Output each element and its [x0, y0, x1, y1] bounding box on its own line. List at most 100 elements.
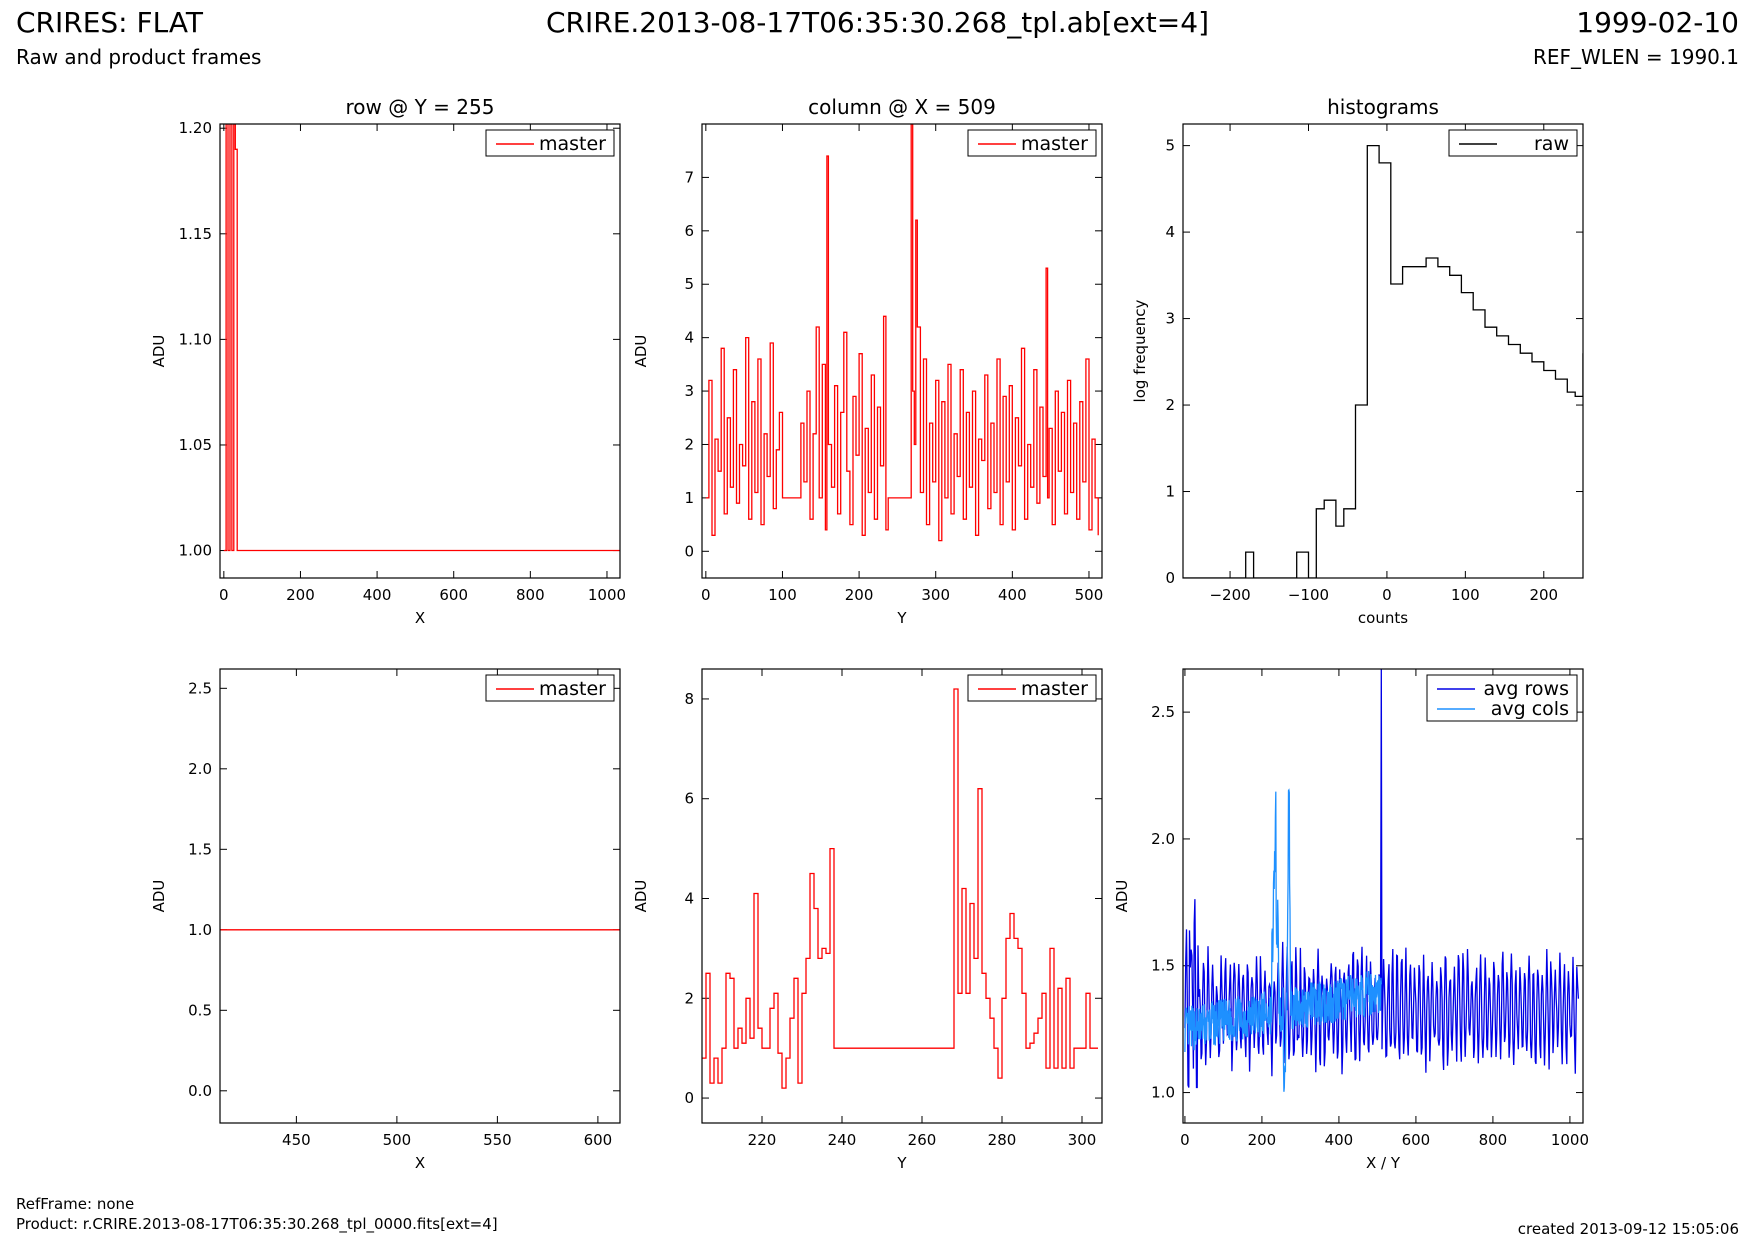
- y-tick-label: 0: [1165, 569, 1175, 587]
- series-line-master: [705, 124, 1099, 542]
- x-axis-label: Y: [896, 609, 907, 627]
- x-axis-label: Y: [896, 1154, 907, 1172]
- y-tick-label: 0.5: [188, 1001, 212, 1019]
- x-tick-label: 300: [1068, 1131, 1097, 1149]
- file-name: CRIRE.2013-08-17T06:35:30.268_tpl.ab[ext…: [545, 6, 1209, 39]
- x-tick-label: 1000: [1551, 1131, 1589, 1149]
- series-line-raw: [1183, 144, 1583, 578]
- ref-wavelength: REF_WLEN = 1990.1: [1532, 45, 1739, 69]
- x-tick-label: 550: [483, 1131, 512, 1149]
- plot-frame: [219, 668, 621, 1124]
- series-line-avg-cols: [1184, 788, 1383, 1092]
- y-tick-label: 1.5: [188, 840, 212, 858]
- x-tick-label: 400: [998, 586, 1027, 604]
- x-tick-label: 600: [584, 1131, 613, 1149]
- chart-title: histograms: [1327, 95, 1439, 119]
- x-axis-label: X: [415, 609, 425, 627]
- y-tick-label: 1: [684, 489, 694, 507]
- y-tick-label: 5: [1165, 137, 1175, 155]
- legend: master: [967, 674, 1097, 702]
- x-tick-label: 200: [1529, 586, 1558, 604]
- y-tick-label: 2.5: [1151, 703, 1175, 721]
- chart-avg: 0 200 400 600 800 1000 1.0 1.5 2.0 2.5 X / Y ADU avg…: [1113, 668, 1589, 1172]
- legend: master: [485, 129, 615, 157]
- y-tick-label: 0.0: [188, 1082, 212, 1100]
- product-label: Product: r.CRIRE.2013-08-17T06:35:30.268…: [16, 1215, 498, 1233]
- x-tick-label: 240: [828, 1131, 857, 1149]
- chart-row-full: row @ Y = 255 0 200 400 600 800 1000 1.00 1.05 1.…: [150, 95, 626, 627]
- legend-entry: avg rows: [1484, 678, 1569, 700]
- y-tick-label: 7: [684, 168, 694, 186]
- y-tick-label: 1.20: [179, 119, 212, 137]
- y-tick-label: 4: [684, 329, 694, 347]
- refframe-label: RefFrame: none: [16, 1195, 135, 1213]
- y-tick-label: 5: [684, 275, 694, 293]
- y-tick-label: 1: [1165, 483, 1175, 501]
- plot-frame: [701, 668, 1103, 1124]
- x-tick-label: 800: [1479, 1131, 1508, 1149]
- y-tick-label: 1.15: [179, 225, 212, 243]
- y-tick-label: 0: [684, 542, 694, 560]
- x-tick-label: 100: [1451, 586, 1480, 604]
- x-tick-label: 0: [1382, 586, 1392, 604]
- legend-entry: avg cols: [1491, 698, 1569, 720]
- x-tick-label: 400: [1325, 1131, 1354, 1149]
- y-tick-label: 0: [684, 1089, 694, 1107]
- x-tick-label: 0: [701, 586, 711, 604]
- y-tick-label: 6: [684, 222, 694, 240]
- page-subtitle: Raw and product frames: [16, 45, 262, 69]
- y-tick-label: 6: [684, 790, 694, 808]
- y-tick-label: 2.0: [188, 760, 212, 778]
- x-axis-label: X: [415, 1154, 425, 1172]
- x-tick-label: −100: [1288, 586, 1329, 604]
- chart-row-zoom: 450 500 550 600 0.0 0.5 1.0 1.5 2.0 2.5 X ADU master: [150, 668, 621, 1172]
- x-tick-label: 220: [748, 1131, 777, 1149]
- x-tick-label: 280: [988, 1131, 1017, 1149]
- y-tick-label: 3: [684, 382, 694, 400]
- x-tick-label: 600: [1402, 1131, 1431, 1149]
- y-tick-label: 2.0: [1151, 830, 1175, 848]
- series-line-master: [702, 688, 1098, 1089]
- series-line-master: [223, 124, 620, 552]
- chart-title: row @ Y = 255: [346, 95, 495, 119]
- y-tick-label: 1.00: [179, 542, 212, 560]
- y-tick-label: 2: [684, 989, 694, 1007]
- y-tick-label: 1.05: [179, 436, 212, 454]
- x-axis-label: X / Y: [1366, 1154, 1401, 1172]
- y-tick-label: 4: [1165, 223, 1175, 241]
- x-tick-label: 500: [1075, 586, 1104, 604]
- y-axis-label: log frequency: [1131, 299, 1149, 402]
- y-axis-label: ADU: [1113, 880, 1131, 913]
- x-tick-label: 600: [439, 586, 468, 604]
- plot-frame: [1182, 123, 1584, 579]
- chart-hist: histograms −200 −100 0 100 200 0 1 2 3 4 5 counts log…: [1131, 95, 1584, 627]
- x-axis-label: counts: [1358, 609, 1408, 627]
- plot-frame: [701, 123, 1103, 579]
- plot-frame: [219, 123, 621, 579]
- x-tick-label: 450: [282, 1131, 311, 1149]
- x-tick-label: 800: [516, 586, 545, 604]
- y-tick-label: 4: [684, 889, 694, 907]
- y-tick-label: 1.5: [1151, 957, 1175, 975]
- x-tick-label: 500: [383, 1131, 412, 1149]
- x-tick-label: 200: [286, 586, 315, 604]
- plot-frame: [1182, 668, 1584, 1124]
- observation-date: 1999-02-10: [1576, 6, 1739, 39]
- x-tick-label: −200: [1209, 586, 1250, 604]
- y-tick-label: 2: [684, 435, 694, 453]
- x-tick-label: 200: [1248, 1131, 1277, 1149]
- legend-entry: raw: [1534, 133, 1569, 155]
- x-tick-label: 0: [219, 586, 229, 604]
- page-title: CRIRES: FLAT: [16, 6, 203, 39]
- y-tick-label: 2.5: [188, 679, 212, 697]
- legend: master: [967, 129, 1097, 157]
- legend-entry: master: [539, 678, 606, 700]
- x-tick-label: 300: [921, 586, 950, 604]
- y-tick-label: 1.0: [188, 921, 212, 939]
- y-tick-label: 8: [684, 690, 694, 708]
- x-tick-label: 100: [768, 586, 797, 604]
- y-tick-label: 1.10: [179, 330, 212, 348]
- x-tick-label: 0: [1180, 1131, 1190, 1149]
